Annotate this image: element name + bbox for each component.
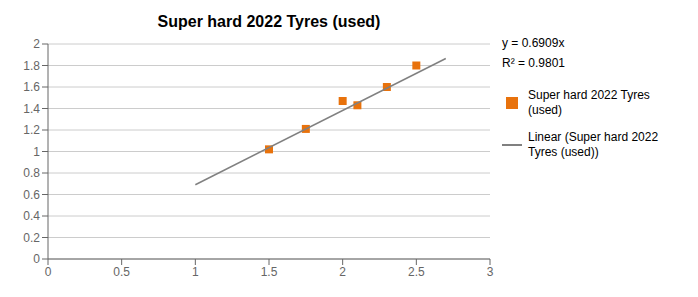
svg-text:0.6: 0.6 (23, 188, 40, 202)
svg-text:1.2: 1.2 (23, 123, 40, 137)
svg-text:1: 1 (33, 145, 40, 159)
svg-text:0.5: 0.5 (113, 265, 130, 279)
html-text:Linear (Super hard 2022 Tyres: Linear (Super hard 2022 Tyres (used)) (528, 130, 659, 159)
svg-text:1.5: 1.5 (261, 265, 278, 279)
svg-text:0: 0 (33, 252, 40, 266)
html-text:Super hard 2022 Tyres (used): Super hard 2022 Tyres (used) (528, 88, 650, 117)
svg-text:2.5: 2.5 (408, 265, 425, 279)
svg-text:1.8: 1.8 (23, 59, 40, 73)
svg-text:0.4: 0.4 (23, 209, 40, 223)
svg-text:1: 1 (192, 265, 199, 279)
svg-text:1.4: 1.4 (23, 102, 40, 116)
svg-text:1.6: 1.6 (23, 80, 40, 94)
svg-text:0.8: 0.8 (23, 166, 40, 180)
html-text:y = 0.6909x: y = 0.6909x (502, 36, 565, 50)
svg-text:0: 0 (45, 265, 52, 279)
html-text:Super hard 2022 Tyres (used): Super hard 2022 Tyres (used) (157, 13, 381, 30)
html-text:R² = 0.9801: R² = 0.9801 (502, 56, 565, 70)
svg-text:2: 2 (33, 37, 40, 51)
svg-text:3: 3 (487, 265, 494, 279)
svg-text:2: 2 (339, 265, 346, 279)
svg-text:0.2: 0.2 (23, 231, 40, 245)
